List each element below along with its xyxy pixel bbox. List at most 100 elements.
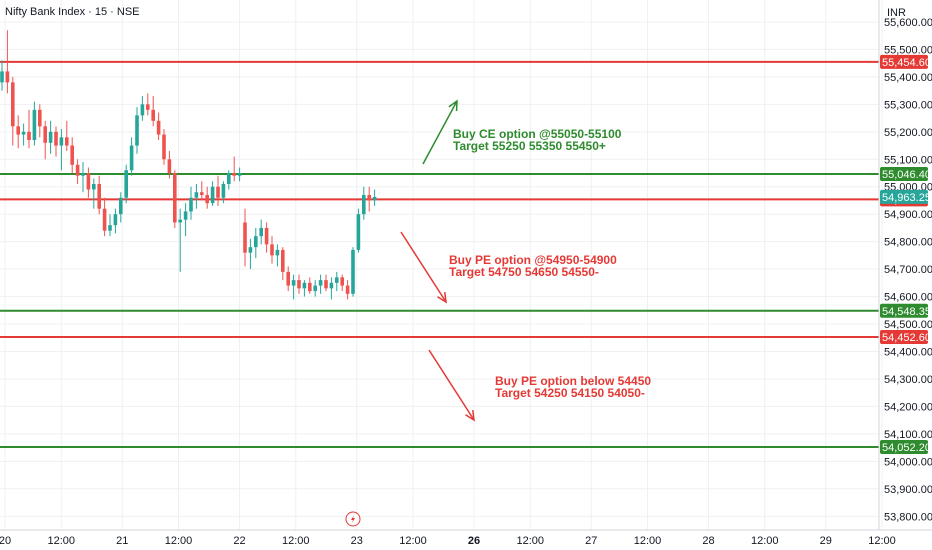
candle	[129, 137, 134, 176]
annotation-line: Buy PE option @54950-54900	[449, 253, 617, 267]
candle	[340, 274, 344, 292]
candles	[0, 30, 377, 300]
candle	[200, 181, 204, 201]
candle-body	[237, 173, 242, 176]
level-price-tag-label: 55,046.40	[882, 169, 931, 181]
candle-body	[162, 134, 166, 160]
candle-body	[308, 282, 312, 292]
candle-body	[129, 145, 134, 171]
price-tick-label: 54,100.00	[884, 429, 932, 441]
price-tick-label: 55,600.00	[884, 17, 932, 29]
level-price-tag	[880, 166, 928, 181]
time-tick-label: 12:00	[165, 535, 193, 547]
candle-body	[173, 173, 177, 223]
price-tick-label: 55,300.00	[884, 99, 932, 111]
time-tick-label: 26	[468, 535, 480, 547]
annotation-line: Target 54250 54150 54050-	[495, 386, 645, 400]
candle-body	[70, 145, 74, 165]
arrow-up-ce	[422, 99, 458, 165]
candle-body	[356, 214, 361, 250]
candle-body	[0, 71, 4, 83]
price-tick-label: 54,000.00	[884, 456, 932, 468]
arrow-head	[437, 291, 447, 304]
level-price-tag-label: 54,452.60	[882, 332, 931, 344]
candle	[38, 104, 42, 138]
horizontal-levels	[0, 60, 879, 449]
candle	[43, 120, 47, 160]
candle	[356, 208, 361, 253]
candle	[70, 137, 74, 174]
candle	[189, 186, 193, 220]
annotation-line: Buy CE option @55050-55100	[453, 127, 622, 141]
price-tick-label: 55,200.00	[884, 127, 932, 139]
candle-body	[32, 109, 37, 141]
candle	[275, 244, 280, 267]
annotation-line: Target 54750 54650 54550-	[449, 265, 599, 279]
candle	[313, 280, 317, 297]
candle	[140, 96, 145, 121]
candle-body	[210, 186, 215, 204]
candle-body	[146, 104, 150, 110]
candle-body	[221, 183, 226, 198]
lightning-icon[interactable]	[345, 511, 361, 527]
time-tick-label: 20	[0, 535, 11, 547]
candle-body	[329, 282, 334, 289]
time-tick-label: 12:00	[48, 535, 76, 547]
price-tick-label: 54,900.00	[884, 209, 932, 221]
candle-body	[86, 173, 91, 190]
candle	[167, 151, 172, 179]
candle-body	[232, 173, 236, 176]
candle-body	[227, 173, 231, 184]
time-axis[interactable]: 20 12:00 21 12:00 22 12:00 23 12:00 26 12:00 27 12:…	[0, 535, 896, 547]
currency-label: INR	[887, 7, 906, 19]
candle	[264, 222, 269, 253]
candle	[237, 167, 242, 182]
time-tick-label: 23	[351, 535, 363, 547]
candle-body	[5, 71, 10, 83]
price-tick-label: 53,800.00	[884, 511, 932, 523]
candle-body	[243, 222, 247, 253]
candle	[92, 178, 96, 209]
candle	[59, 129, 64, 171]
candle	[362, 186, 366, 220]
candle-body	[75, 164, 80, 176]
candle	[27, 109, 31, 149]
candle	[162, 129, 166, 165]
candle	[372, 189, 377, 206]
level-price-tag	[880, 303, 928, 318]
price-tick-label: 54,400.00	[884, 347, 932, 359]
candle	[102, 197, 107, 237]
candle	[210, 181, 215, 206]
candle-body	[81, 173, 85, 176]
candle-body	[291, 280, 296, 286]
candle-body	[362, 194, 366, 215]
level-price-tag-label: 54,052.20	[882, 442, 931, 454]
candle-body	[248, 247, 253, 253]
candle-body	[264, 227, 269, 245]
candle	[194, 183, 199, 209]
candle	[173, 170, 177, 228]
price-tick-label: 53,900.00	[884, 484, 932, 496]
candle-body	[313, 285, 317, 292]
candle-body	[205, 194, 209, 204]
candle	[232, 156, 236, 182]
candle-body	[59, 137, 64, 146]
candle	[243, 208, 247, 267]
candle	[345, 280, 350, 300]
candle-body	[340, 277, 344, 286]
candle	[351, 247, 355, 297]
candle	[308, 277, 312, 294]
candle	[151, 96, 155, 127]
candle	[32, 101, 37, 146]
candle	[178, 208, 182, 272]
time-tick-label: 12:00	[634, 535, 662, 547]
candle	[318, 274, 323, 294]
candle	[329, 277, 334, 300]
candle-body	[302, 282, 307, 289]
candle-body	[286, 271, 290, 286]
time-tick-label: 22	[233, 535, 245, 547]
candle	[216, 175, 220, 206]
grid	[0, 0, 883, 530]
